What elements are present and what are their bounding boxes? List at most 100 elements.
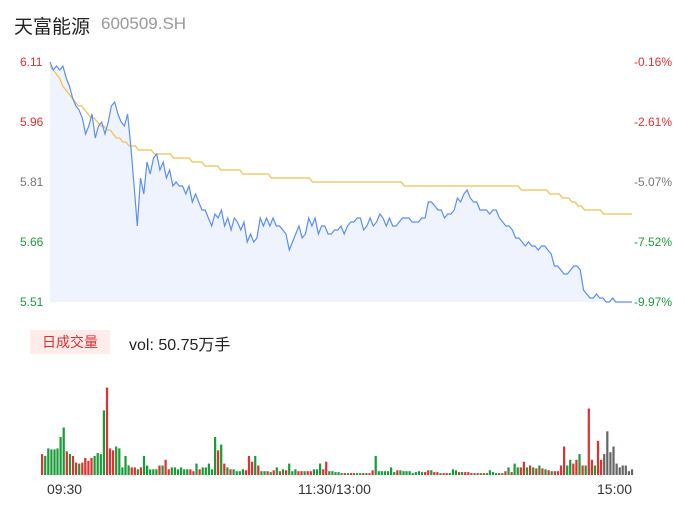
volume-bar [306,471,309,475]
volume-bar [424,472,427,475]
volume-bar [476,473,479,475]
volume-bar [547,470,550,476]
volume-bar [365,473,368,475]
volume-bar [84,457,87,475]
volume-bar [380,471,383,475]
volume-bar [572,463,575,475]
volume-bar [488,470,492,476]
volume-bar [470,473,473,475]
volume-bar [130,467,133,475]
volume-bar [516,467,519,475]
volume-bar [272,470,275,476]
volume-bar [458,472,461,475]
volume-bar [260,471,263,475]
volume-bar [180,467,183,475]
volume-bar [433,472,436,475]
volume-bar [550,471,553,475]
volume-bar [584,465,587,475]
volume-bar [346,473,350,475]
volume-bar [65,451,68,476]
volume-bar [161,465,164,475]
y-right-label-4: -7.52% [633,235,672,249]
volume-bar [529,465,532,475]
volume-bar [108,448,112,475]
volume-bar [195,463,198,475]
volume-bar [251,461,254,475]
volume-bar [553,471,556,475]
y-left-label-1: 6.11 [20,55,43,69]
volume-bar [291,471,294,475]
volume-bar [541,468,544,476]
volume-bar [473,473,476,475]
x-label-midday: 11:30/13:00 [298,481,371,497]
volume-bar [62,427,65,475]
volume-bar [226,467,229,475]
volume-bar [71,456,75,475]
volume-bar [390,467,393,475]
volume-bar [294,469,297,475]
volume-bar [593,465,597,475]
volume-bar [600,459,603,475]
volume-bar [139,467,143,475]
volume-bar [198,469,201,475]
volume-bar [491,472,495,475]
volume-bar [368,473,371,475]
volume-bar [590,459,594,475]
volume-bar [596,440,600,475]
volume-bar [544,469,547,475]
volume-bar [241,469,245,475]
volume-bar [482,473,485,475]
volume-bar [257,465,260,475]
volume-bar [201,467,204,475]
volume-bar [136,469,139,475]
volume-bar [142,456,146,475]
volume-bar [229,469,232,475]
volume-bar [615,463,618,475]
y-left-label-5: 5.51 [20,295,44,309]
volume-bar [442,473,445,475]
volume-bar [288,463,291,475]
volume-bar [371,470,374,476]
volume-bar [575,459,578,475]
volume-bar [275,467,278,475]
volume-bar [112,450,115,475]
volume-bar [618,467,621,475]
volume-bar [461,472,464,475]
volume-bar [448,473,451,475]
volume-bar [501,473,504,475]
volume-readout: vol: 50.75万手 [129,337,231,354]
volume-bar [624,465,627,475]
volume-bar [210,469,214,475]
volume-bar [510,472,513,475]
volume-bar [263,471,266,475]
volume-bar [522,461,526,475]
volume-bar [176,469,180,475]
volume-bar [414,472,417,475]
volume-bar [96,453,99,475]
volume-bar [44,456,47,475]
volume-bar [439,473,442,475]
volume-bar [331,471,334,475]
volume-bar [451,469,455,475]
volume-bar [158,465,161,475]
volume-bar [578,454,581,475]
volume-bar [214,437,217,475]
volume-bar [396,470,399,476]
volume-bar [59,437,62,475]
x-label-open: 09:30 [47,481,83,497]
volume-bar [569,459,572,475]
volume-bar [612,446,615,475]
volume-bar [417,471,421,475]
volume-bar [167,469,170,475]
volume-bar [315,469,319,475]
volume-bar [408,471,411,475]
volume-bar [232,469,235,475]
volume-bar [189,469,192,475]
volume-bar [235,471,238,475]
volume-bar [50,449,53,476]
volume-bar [445,473,448,475]
volume-bar [402,471,405,475]
y-right-label-2: -2.61% [633,115,672,129]
volume-tab[interactable]: 日成交量 [30,330,110,354]
volume-bar [303,471,306,475]
